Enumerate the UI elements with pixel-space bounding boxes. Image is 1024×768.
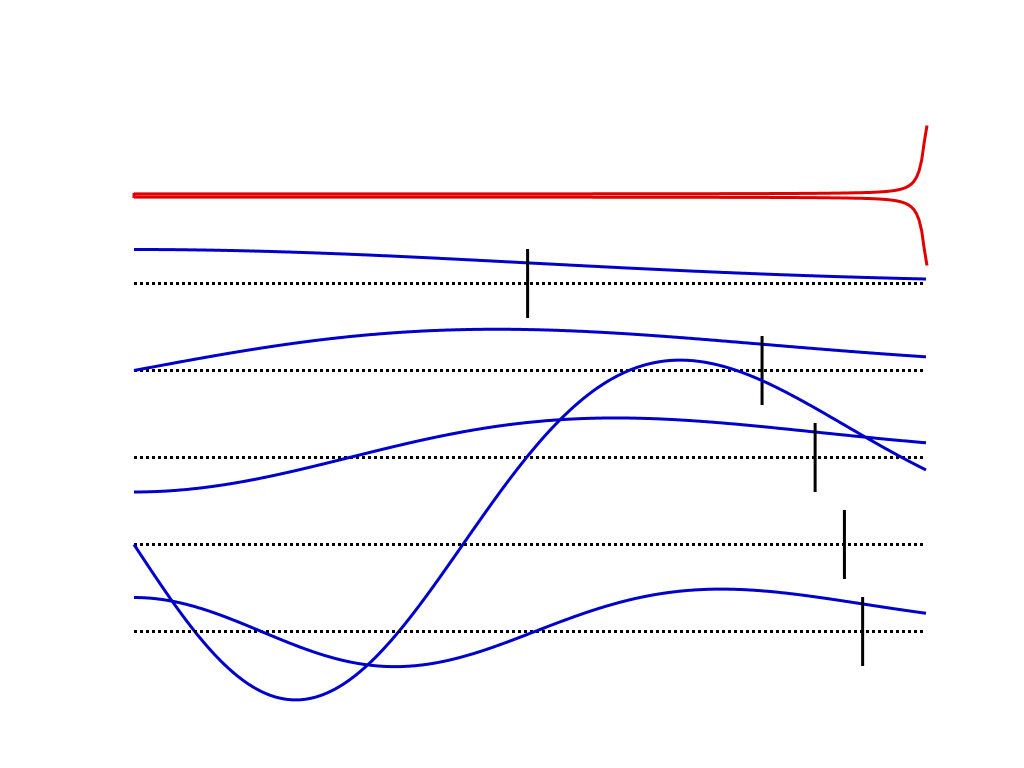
eigenfunction-curve-4 <box>133 587 927 669</box>
potential-curve-lower <box>134 195 929 266</box>
eigenfunction-curve-0 <box>133 248 927 281</box>
eigenfunction-curve-1 <box>133 327 927 372</box>
modes-layer <box>132 248 927 702</box>
potential-curve-upper <box>134 125 929 196</box>
eigenfunction-curve-3 <box>132 358 927 702</box>
mode-2 <box>133 416 927 494</box>
mode-4 <box>133 587 927 669</box>
mode-1 <box>133 327 927 405</box>
mode-3 <box>132 358 927 702</box>
mode-0 <box>133 248 927 318</box>
eigenfunction-curve-2 <box>133 416 927 494</box>
